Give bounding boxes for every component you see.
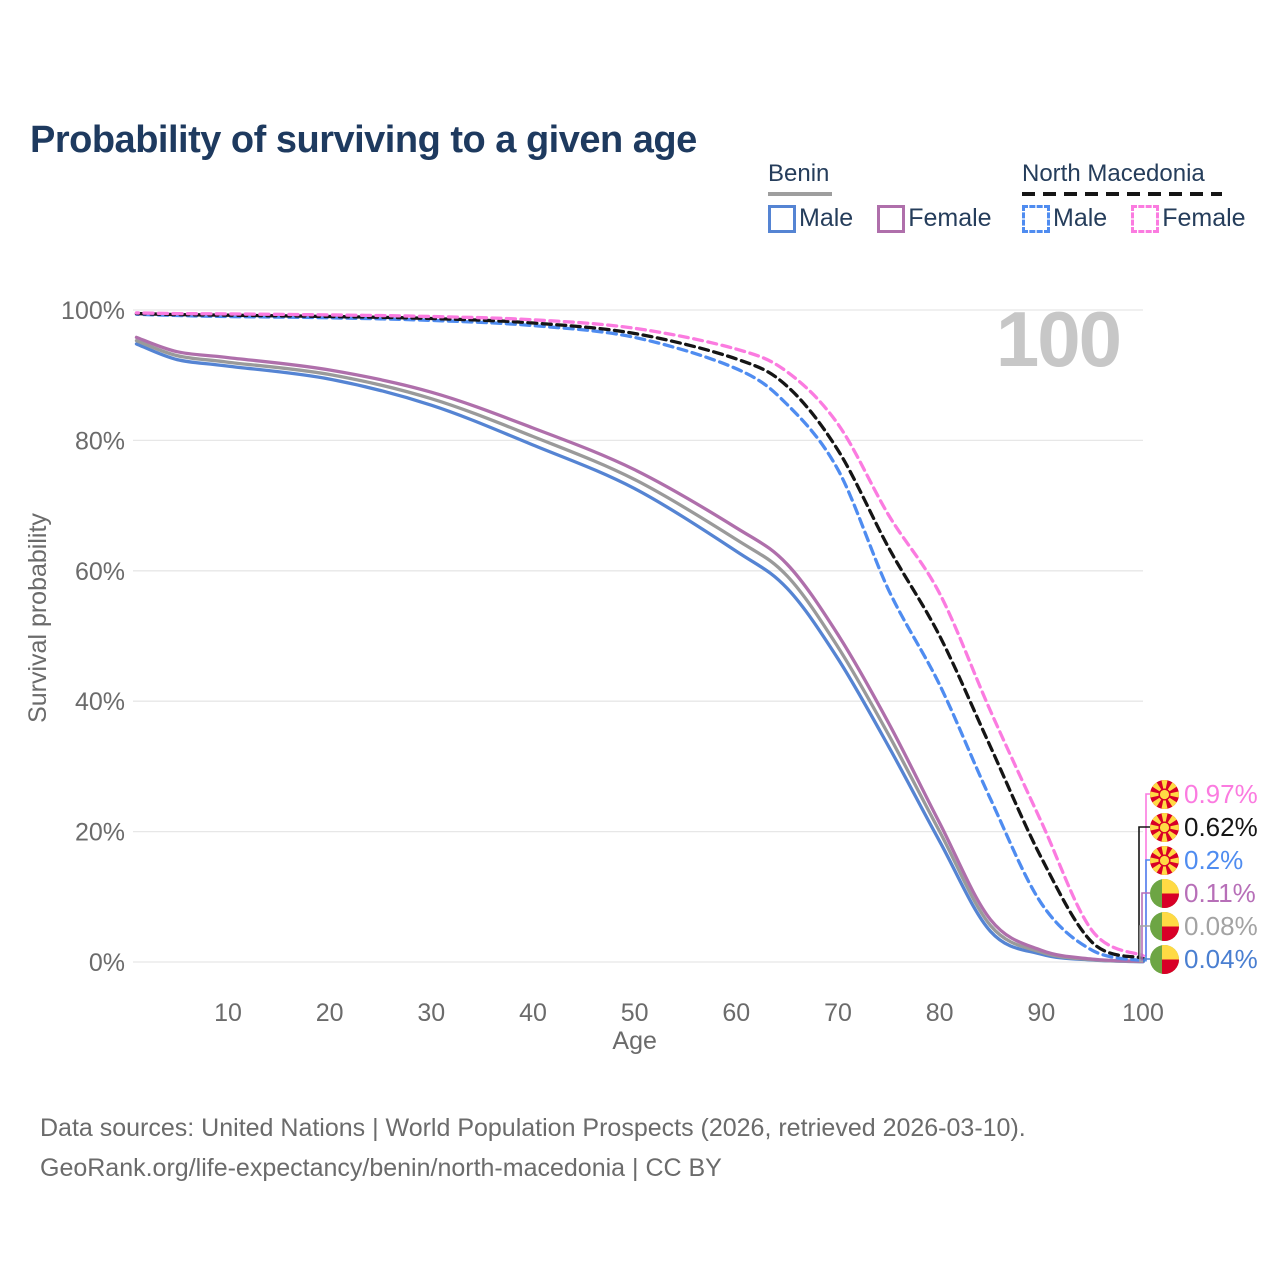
x-tick-label: 10 [214,999,242,1027]
footer: Data sources: United Nations | World Pop… [40,1108,1026,1188]
y-tick-label: 60% [75,558,125,586]
legend-item-north-macedonia-female[interactable]: Female [1131,204,1246,233]
y-tick-label: 40% [75,688,125,716]
legend-underline-benin [768,192,832,196]
end-label-north-macedonia-female: 0.97% [1150,779,1258,809]
end-label-north-macedonia-both-sexes: 0.62% [1150,812,1258,842]
benin-flag-icon [1150,878,1179,908]
legend-item-benin-male[interactable]: Male [768,204,853,233]
north-macedonia-flag-icon [1150,812,1179,842]
series-line-benin-male[interactable] [134,342,1145,964]
end-label-value: 0.62% [1184,811,1258,842]
end-label-value: 0.97% [1184,778,1258,809]
north-macedonia-female-line-swatch-icon [1131,204,1160,233]
legend-item-label: Female [908,204,992,232]
benin-flag-icon [1150,911,1179,941]
north-macedonia-flag-icon [1150,779,1179,809]
x-tick-label: 100 [1122,999,1164,1027]
attribution-text: GeoRank.org/life-expectancy/benin/north-… [40,1154,722,1182]
page-title: Probability of surviving to a given age [30,119,697,162]
series-line-north-macedonia-both-sexes[interactable] [134,311,1145,960]
x-tick-label: 40 [519,999,547,1027]
legend-group-title-north-macedonia: North Macedonia [1022,160,1205,187]
legend-group-north-macedonia: North Macedonia Male Female [1022,160,1246,233]
end-label-benin-male: 0.04% [1150,944,1258,974]
age-watermark: 100 [996,295,1120,383]
end-label-connector [1143,958,1150,963]
y-tick-label: 100% [61,297,125,325]
x-tick-label: 20 [316,999,344,1027]
y-tick-label: 0% [89,949,125,977]
x-tick-label: 60 [722,999,750,1027]
x-tick-label: 90 [1027,999,1055,1027]
legend-item-label: Female [1162,204,1246,232]
series-line-north-macedonia-male[interactable] [134,312,1145,963]
series-line-north-macedonia-female[interactable] [134,311,1145,958]
legend-item-benin-female[interactable]: Female [877,204,992,233]
benin-female-line-swatch-icon [877,204,906,233]
end-label-benin-female: 0.11% [1150,878,1256,908]
legend-item-label: Male [799,204,854,232]
y-axis-title: Survival probability [24,513,52,723]
x-tick-label: 30 [417,999,445,1027]
legend-underline-north-macedonia [1022,192,1222,196]
series-line-benin-both-sexes[interactable] [134,338,1145,964]
end-label-north-macedonia-male: 0.2% [1150,845,1243,875]
y-tick-label: 20% [75,819,125,847]
end-label-value: 0.11% [1184,877,1256,908]
end-label-value: 0.04% [1184,943,1258,974]
legend-group-title-benin: Benin [768,160,830,187]
x-tick-label: 50 [621,999,649,1027]
end-label-connector [1138,826,1150,959]
benin-flag-icon [1150,944,1179,974]
legend-group-benin: Benin Male Female [768,160,992,233]
chart-legend: Benin Male Female North Macedonia Male F… [0,160,1280,240]
benin-male-line-swatch-icon [768,204,796,233]
y-tick-label: 80% [75,427,125,455]
end-label-value: 0.2% [1184,844,1244,875]
x-tick-label: 80 [926,999,954,1027]
x-tick-label: 70 [824,999,852,1027]
legend-item-north-macedonia-male[interactable]: Male [1022,204,1107,233]
data-sources-text: Data sources: United Nations | World Pop… [40,1114,1026,1142]
end-label-value: 0.08% [1184,910,1258,941]
end-label-benin-both-sexes: 0.08% [1150,911,1258,941]
end-label-connector [1143,859,1150,962]
north-macedonia-male-line-swatch-icon [1022,204,1050,233]
legend-item-label: Male [1053,204,1108,232]
series-line-benin-female[interactable] [134,335,1145,963]
end-label-connector [1139,925,1150,963]
north-macedonia-flag-icon [1150,845,1179,875]
x-axis-title: Age [612,1027,656,1055]
